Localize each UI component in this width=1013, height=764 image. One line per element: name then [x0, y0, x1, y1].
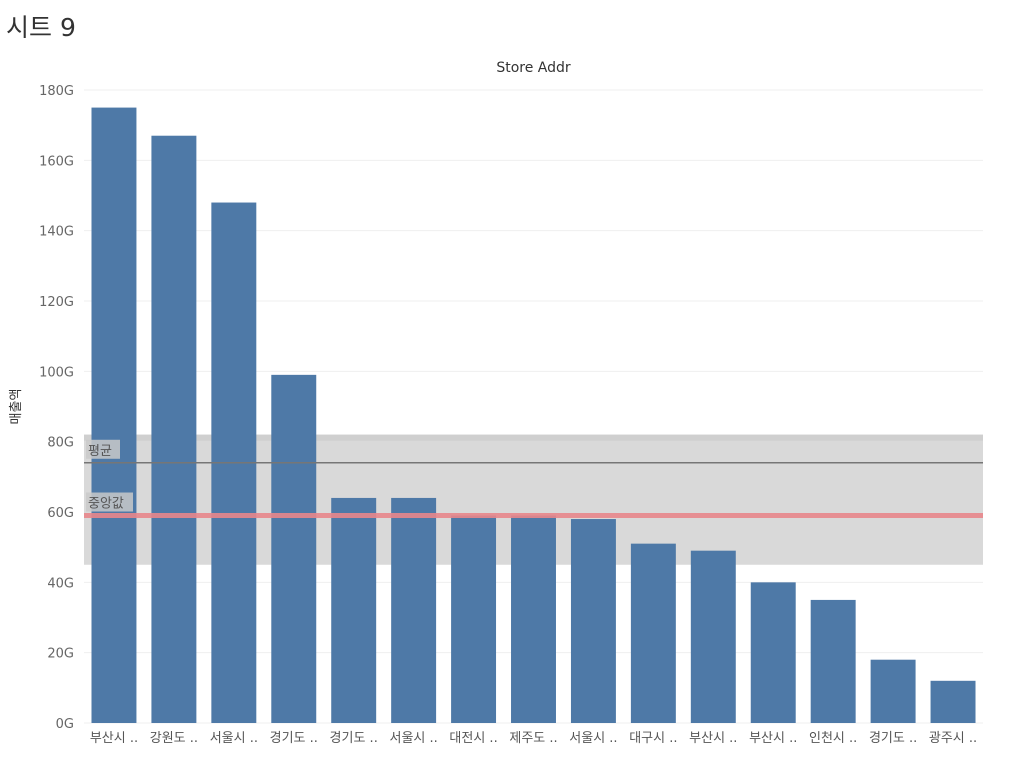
x-tick-label: 서울시 ..: [210, 731, 258, 746]
reference-line-label: 평균: [88, 444, 112, 459]
bar: [870, 659, 916, 723]
x-tick-label: 인천시 ..: [809, 731, 857, 746]
x-tick-label: 경기도 ..: [869, 731, 917, 746]
reference-line-label: 중앙값: [88, 497, 124, 512]
y-tick-label: 40G: [47, 576, 74, 591]
x-tick-label: 서울시 ..: [569, 731, 617, 746]
y-tick-label: 20G: [47, 647, 74, 662]
x-axis: 부산시 .. 강원도 .. 서울시 .. 경기도 .. 경기도 .. 서울시 .. 대전시 …: [90, 731, 977, 746]
x-tick-label: 서울시 ..: [389, 731, 437, 746]
y-tick-label: 180G: [39, 84, 74, 99]
x-tick-label: 경기도 ..: [330, 731, 378, 746]
bar: [331, 497, 377, 723]
bar: [810, 599, 856, 723]
y-tick-label: 120G: [39, 295, 74, 310]
y-tick-label: 80G: [47, 436, 74, 451]
x-tick-label: 제주도 ..: [509, 731, 557, 746]
bar: [930, 680, 976, 723]
bar: [391, 497, 437, 723]
bar: [511, 515, 556, 723]
bar: [690, 550, 736, 723]
reference-line-label-bg: [86, 492, 133, 512]
bars: [91, 107, 976, 724]
x-tick-label: 경기도 ..: [270, 731, 318, 746]
reference-band-edge: [84, 434, 983, 441]
bar: [451, 515, 497, 723]
x-tick-label: 부산시 ..: [90, 731, 138, 746]
y-tick-label: 0G: [56, 717, 74, 732]
x-tick-label: 광주시 ..: [929, 731, 977, 746]
bar: [91, 107, 137, 724]
bar: [151, 135, 197, 723]
x-tick-label: 부산시 ..: [749, 731, 797, 746]
x-tick-label: 부산시 ..: [689, 731, 737, 746]
y-tick-label: 100G: [39, 365, 74, 380]
bar: [570, 519, 616, 723]
reference-line-label-bg: [86, 439, 120, 459]
y-tick-label: 160G: [39, 154, 74, 169]
x-tick-label: 대구시 ..: [629, 731, 677, 746]
y-tick-label: 140G: [39, 225, 74, 240]
y-axis-label: 매출액: [9, 389, 24, 425]
bar: [750, 582, 796, 723]
y-axis: 0G 20G 40G 60G 80G 100G 120G 140G 160G 180G: [39, 84, 74, 732]
bar: [630, 543, 676, 723]
y-tick-label: 60G: [47, 506, 74, 521]
column-header: Store Addr: [496, 60, 571, 76]
sheet-title: 시트 9: [6, 13, 76, 42]
bar: [271, 374, 317, 723]
x-tick-label: 대전시 ..: [449, 731, 497, 746]
x-tick-label: 강원도 ..: [150, 731, 198, 746]
